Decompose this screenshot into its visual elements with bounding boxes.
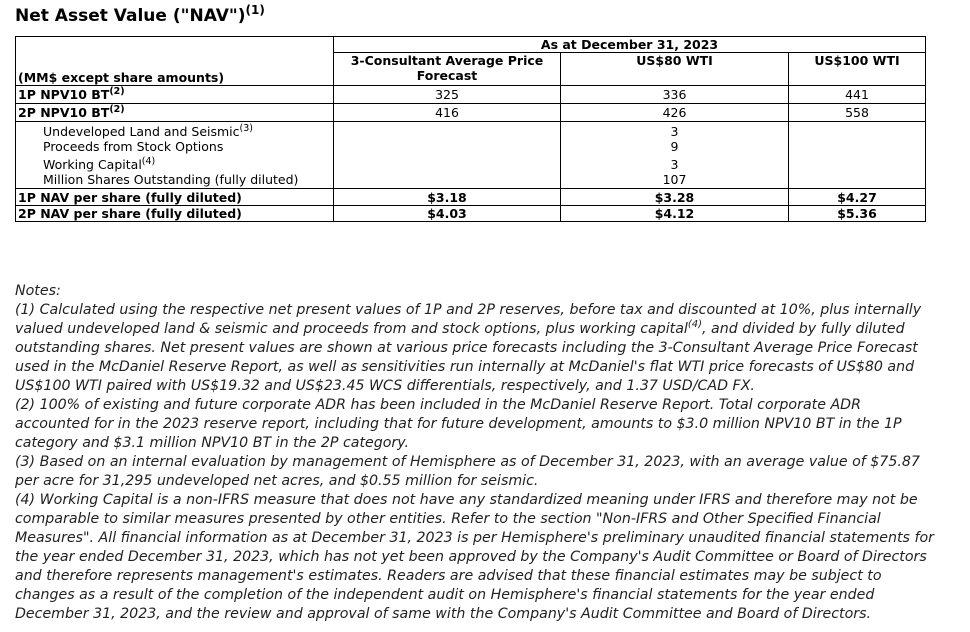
row-label: 1P NPV10 BT(2) bbox=[15, 85, 334, 104]
unit-header: (MM$ except share amounts) bbox=[15, 52, 334, 86]
col-header-100-wti: US$100 WTI bbox=[788, 52, 927, 86]
table-row-shares: Million Shares Outstanding (fully dilute… bbox=[15, 171, 927, 189]
table-row-1p-npv: 1P NPV10 BT(2) 325 336 441 bbox=[15, 85, 927, 104]
row-label: Undeveloped Land and Seismic(3) bbox=[15, 121, 334, 139]
table-cell: 3 bbox=[560, 154, 789, 172]
page-title: Net Asset Value ("NAV")(1) bbox=[15, 0, 265, 27]
note-2: (2) 100% of existing and future corporat… bbox=[15, 397, 902, 451]
table-cell: $5.36 bbox=[788, 205, 927, 222]
note-1: (1) Calculated using the respective net … bbox=[15, 302, 922, 394]
table-cell: $3.28 bbox=[560, 188, 789, 206]
table-cell: $3.18 bbox=[333, 188, 561, 206]
table-cell: $4.27 bbox=[788, 188, 927, 206]
table-cell: $4.12 bbox=[560, 205, 789, 222]
footnote-ref: (4) bbox=[687, 319, 703, 330]
row-label: Proceeds from Stock Options bbox=[15, 138, 334, 155]
table-column-header-row: (MM$ except share amounts) 3-Consultant … bbox=[15, 52, 927, 86]
table-row-2p-nav: 2P NAV per share (fully diluted) $4.03 $… bbox=[15, 205, 927, 222]
table-cell: 107 bbox=[560, 171, 789, 189]
footnote-ref: (2) bbox=[109, 104, 125, 115]
col-header-80-wti: US$80 WTI bbox=[560, 52, 789, 86]
table-cell: 9 bbox=[560, 138, 789, 155]
table-cell: 325 bbox=[333, 85, 561, 104]
note-3: (3) Based on an internal evaluation by m… bbox=[15, 454, 920, 489]
table-row-1p-nav: 1P NAV per share (fully diluted) $3.18 $… bbox=[15, 188, 927, 206]
notes-section: Notes: (1) Calculated using the respecti… bbox=[15, 282, 935, 624]
table-cell: 336 bbox=[560, 85, 789, 104]
table-cell: $4.03 bbox=[333, 205, 561, 222]
row-label: 1P NAV per share (fully diluted) bbox=[15, 188, 334, 206]
title-text: Net Asset Value ("NAV") bbox=[15, 6, 246, 26]
table-row-2p-npv: 2P NPV10 BT(2) 416 426 558 bbox=[15, 103, 927, 122]
notes-heading: Notes: bbox=[15, 283, 61, 299]
row-label: Million Shares Outstanding (fully dilute… bbox=[15, 171, 334, 189]
table-cell: 426 bbox=[560, 103, 789, 122]
table-cell: 3 bbox=[560, 121, 789, 139]
col-header-consultant: 3-Consultant Average Price Forecast bbox=[333, 52, 561, 86]
empty-corner-cell bbox=[15, 36, 334, 53]
row-label: Working Capital(4) bbox=[15, 154, 334, 172]
row-label: 2P NAV per share (fully diluted) bbox=[15, 205, 334, 222]
table-cell: 441 bbox=[788, 85, 927, 104]
footnote-ref: (3) bbox=[239, 122, 253, 134]
footnote-ref: (4) bbox=[141, 155, 156, 167]
footnote-ref: (2) bbox=[109, 86, 125, 97]
table-row-working-capital: Working Capital(4) 3 bbox=[15, 154, 927, 172]
table-cell: 416 bbox=[333, 103, 561, 122]
title-footnote-ref: (1) bbox=[245, 3, 265, 17]
table-row-land: Undeveloped Land and Seismic(3) 3 bbox=[15, 121, 927, 139]
table-row-options: Proceeds from Stock Options 9 bbox=[15, 138, 927, 155]
note-4: (4) Working Capital is a non-IFRS measur… bbox=[15, 492, 934, 622]
table-cell: 558 bbox=[788, 103, 927, 122]
nav-table: As at December 31, 2023 (MM$ except shar… bbox=[15, 36, 927, 222]
as-at-header: As at December 31, 2023 bbox=[333, 36, 927, 53]
row-label: 2P NPV10 BT(2) bbox=[15, 103, 334, 122]
table-group-header-row: As at December 31, 2023 bbox=[15, 36, 927, 53]
